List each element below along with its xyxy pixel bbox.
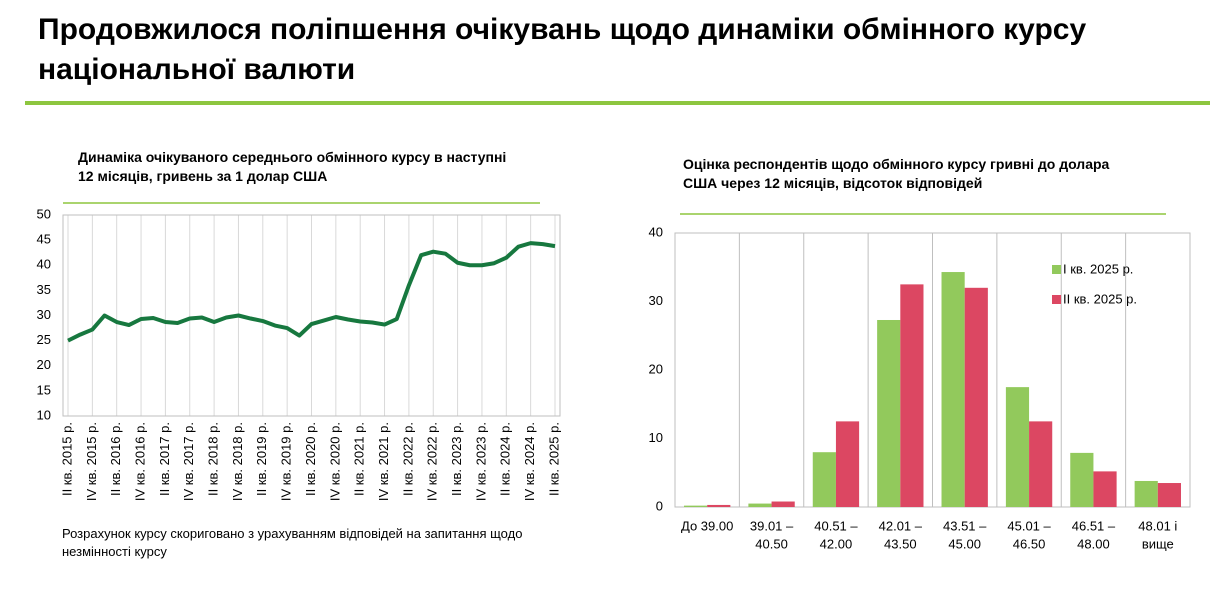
y-tick-label: 20 [37, 357, 51, 372]
x-tick-label: II кв. 2024 р. [498, 422, 513, 496]
x-tick-label: IV кв. 2021 р. [376, 422, 391, 501]
x-tick-label: 40.50 [755, 536, 788, 551]
plot-border [674, 232, 1191, 508]
x-tick-label: IV кв. 2016 р. [132, 422, 147, 501]
line [67, 241, 556, 343]
legend-swatch [1052, 265, 1061, 274]
x-tick-label: 45.01 – [1007, 518, 1051, 533]
x-tick-label: 48.00 [1077, 536, 1110, 551]
y-tick-label: 40 [37, 257, 51, 272]
bar [1157, 483, 1181, 507]
y-tick-label: 30 [649, 293, 663, 308]
x-tick-label: 40.51 – [814, 518, 858, 533]
chart-title: Динаміка очікуваного середнього обмінног… [78, 149, 507, 184]
y-tick-label: 25 [37, 332, 51, 347]
x-tick-label: IV кв. 2017 р. [181, 422, 196, 501]
x-tick-label: IV кв. 2022 р. [425, 422, 440, 501]
legend-label: І кв. 2025 р. [1063, 261, 1133, 276]
x-tick-label: II кв. 2019 р. [254, 422, 269, 496]
x-tick-label: II кв. 2025 р. [546, 422, 561, 496]
x-tick-label: II кв. 2020 р. [303, 422, 318, 496]
bar [1070, 452, 1094, 507]
x-tick-label: II кв. 2015 р. [59, 422, 74, 496]
x-tick-label: IV кв. 2023 р. [473, 422, 488, 501]
x-tick-label: IV кв. 2015 р. [84, 422, 99, 501]
y-tick-label: 15 [37, 382, 51, 397]
x-tick-label: 43.51 – [943, 518, 987, 533]
bar [684, 505, 708, 507]
y-tick-label: 30 [37, 307, 51, 322]
y-tick-label: 40 [649, 224, 663, 239]
bar [812, 452, 836, 507]
x-tick-label: II кв. 2016 р. [108, 422, 123, 496]
legend-label: ІІ кв. 2025 р. [1063, 291, 1137, 306]
legend-swatch [1052, 295, 1061, 304]
x-tick-label: IV кв. 2020 р. [327, 422, 342, 501]
x-tick-label: 43.50 [884, 536, 917, 551]
bar [877, 319, 901, 507]
x-tick-label: вище [1142, 536, 1174, 551]
bar [707, 504, 731, 507]
page-title: Продовжилося поліпшення очікувань щодо д… [38, 13, 1087, 86]
bar [835, 421, 860, 507]
bar [941, 272, 965, 507]
bar [1093, 471, 1117, 507]
x-tick-label: IV кв. 2019 р. [279, 422, 294, 501]
y-tick-label: 50 [37, 206, 51, 221]
x-tick-label: 48.01 і [1138, 518, 1177, 533]
y-tick-label: 20 [649, 361, 663, 376]
bar [1134, 480, 1158, 507]
x-tick-label: II кв. 2022 р. [400, 422, 415, 496]
x-tick-label: II кв. 2017 р. [157, 422, 172, 496]
x-tick-label: 46.50 [1013, 536, 1046, 551]
chart-note: Розрахунок курсу скориговано з урахуванн… [62, 526, 523, 559]
x-tick-label: 42.00 [820, 536, 853, 551]
x-tick-label: IV кв. 2024 р. [522, 422, 537, 501]
x-tick-label: До 39.00 [681, 518, 733, 533]
y-tick-label: 45 [37, 232, 51, 247]
y-tick-label: 10 [37, 407, 51, 422]
y-tick-label: 35 [37, 282, 51, 297]
bar [748, 503, 772, 507]
bar [1029, 421, 1053, 507]
x-tick-label: II кв. 2023 р. [449, 422, 464, 496]
plot-border [62, 214, 561, 417]
x-tick-label: II кв. 2018 р. [206, 422, 221, 496]
x-tick-label: 39.01 – [750, 518, 794, 533]
y-tick-label: 10 [649, 430, 663, 445]
x-tick-label: IV кв. 2018 р. [230, 422, 245, 501]
chart-title: Оцінка респондентів щодо обмінного курсу… [683, 156, 1110, 191]
x-tick-label: 46.51 – [1072, 518, 1116, 533]
x-tick-label: 45.00 [948, 536, 981, 551]
bar [1005, 387, 1030, 507]
x-tick-label: II кв. 2021 р. [352, 422, 367, 496]
y-tick-label: 0 [656, 498, 663, 513]
bar [900, 284, 924, 507]
bar [771, 501, 795, 507]
bar [964, 287, 988, 507]
x-tick-label: 42.01 – [879, 518, 923, 533]
